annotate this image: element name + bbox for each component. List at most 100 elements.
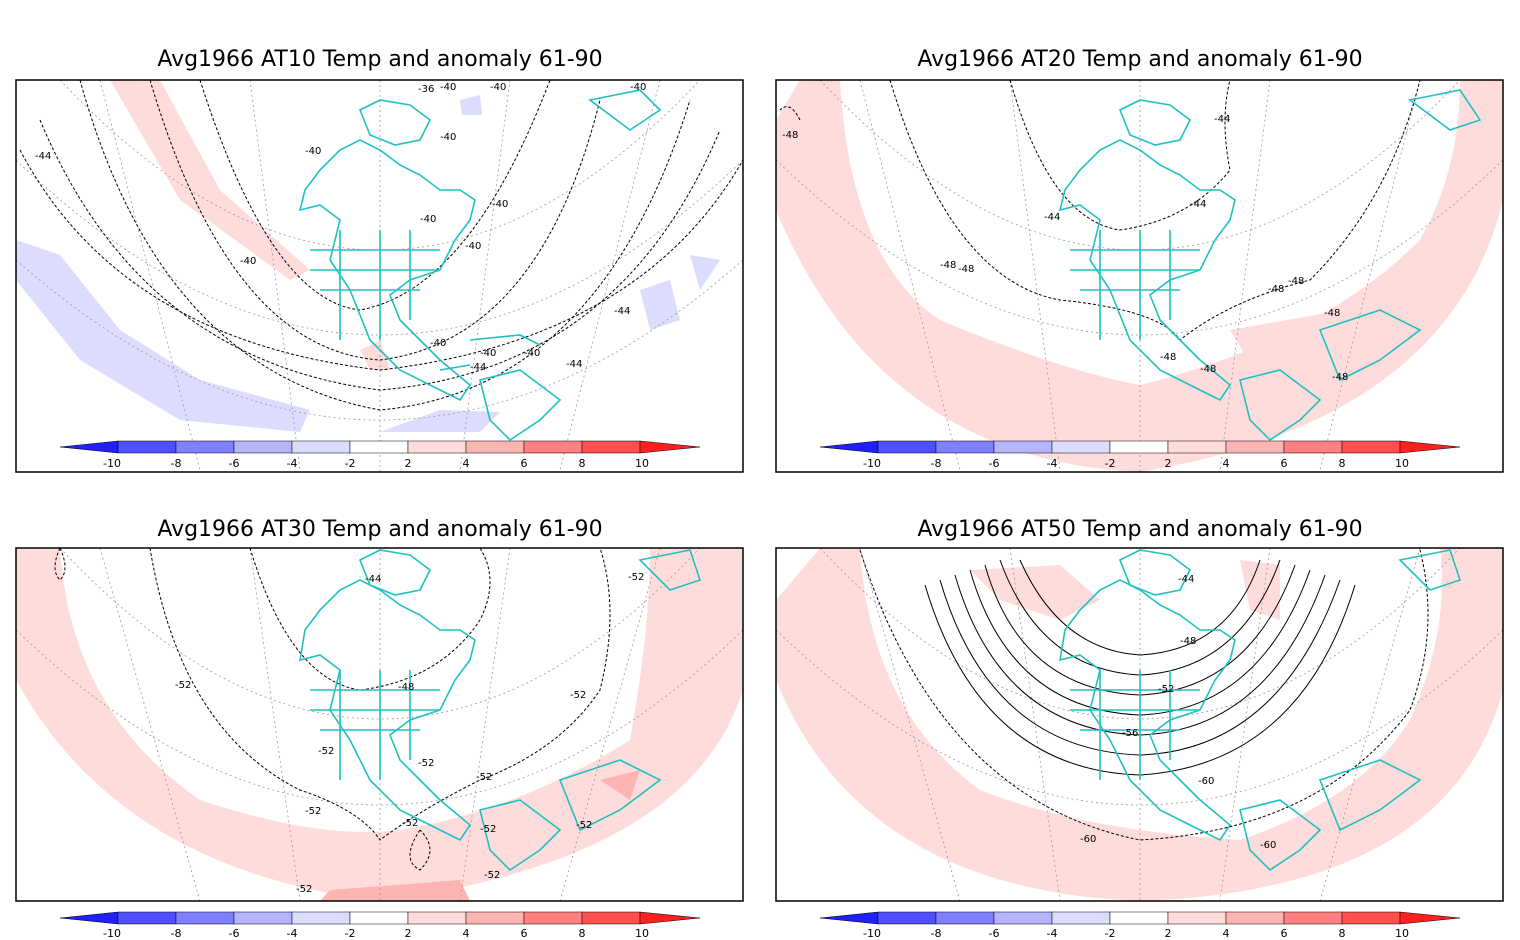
colorbar-tick-label: -4 [287,457,298,470]
colorbar-tick-label: -2 [345,457,356,470]
panel-title: Avg1966 AT20 Temp and anomaly 61-90 [917,47,1362,72]
colorbar-tick-label: -8 [171,927,182,940]
anomaly-negative-region [640,280,680,330]
colorbar-tick-label: 6 [521,457,528,470]
contour-label: -60 [1260,840,1276,851]
colorbar: -10 -8 -6 -4 -2 2 4 6 8 10 [819,911,1461,940]
colorbar-tick-label: 2 [405,457,412,470]
contour-label: -48 [958,264,974,275]
coastlines [298,89,662,442]
panel-title: Avg1966 AT30 Temp and anomaly 61-90 [157,517,602,542]
contour-label: -40 [440,132,456,143]
contour-label: -40 [524,348,540,359]
anomaly-positive-region [1240,560,1280,620]
map-panel-at10: Avg1966 AT10 Temp and anomaly 61-90 [15,47,744,473]
coastlines [1059,549,1462,872]
contour-label: -52 [402,818,418,829]
temperature-contours [19,80,743,411]
colorbar-tick-label: 2 [1165,457,1172,470]
map-frame [15,79,744,473]
contour-label: -52 [175,680,191,691]
colorbar: -10 -8 -6 -4 -2 2 4 6 8 10 [59,911,701,940]
contour-label: -48 [1324,308,1340,319]
colorbar-tick-label: 6 [1281,457,1288,470]
colorbar-tick-label: 10 [635,927,649,940]
colorbar-tick-label: -8 [931,457,942,470]
contour-label: -60 [1198,776,1214,787]
contour-label: -56 [1122,728,1138,739]
colorbar-tick-label: -10 [863,457,881,470]
colorbar-tick-label: 2 [405,927,412,940]
contour-label: -48 [398,682,414,693]
map-frame [775,547,1504,902]
coastlines [299,549,702,872]
anomaly-positive-region [776,548,1503,901]
contour-label: -36 [418,84,434,95]
colorbar-tick-label: -2 [1105,927,1116,940]
contour-label: -40 [490,82,506,93]
contour-label: -48 [1180,636,1196,647]
contour-label: -44 [614,306,630,317]
temperature-contours [54,548,611,871]
anomaly-positive-region [600,770,640,800]
contour-label: -48 [1288,276,1304,287]
anomaly-negative-region [16,240,310,432]
contour-label: -48 [940,260,956,271]
anomaly-positive-region [320,880,470,901]
contour-label: -52 [305,806,321,817]
colorbar-tick-label: -10 [863,927,881,940]
graticule [776,80,1503,472]
contour-label: -40 [465,241,481,252]
colorbar-tick-label: 8 [579,927,586,940]
contour-labels: -44 -48 -52 -56 -60 -60 -60 [1080,574,1276,851]
map-panel-at20: Avg1966 AT20 Temp and anomaly 61-90 [775,47,1504,473]
contour-label: -44 [1178,574,1194,585]
panel-title: Avg1966 AT10 Temp and anomaly 61-90 [157,47,602,72]
contour-label: -40 [630,82,646,93]
colorbar-tick-label: -2 [1105,457,1116,470]
contour-label: -48 [1268,284,1284,295]
colorbar-tick-label: 2 [1165,927,1172,940]
contour-label: -44 [35,151,51,162]
colorbar-tick-label: 10 [1395,927,1409,940]
colorbar-tick-label: 4 [463,457,470,470]
contour-labels: -44 -44 -44 -48 -48 -48 -48 -48 -48 -48 … [782,114,1348,383]
contour-label: -48 [1160,352,1176,363]
contour-label: -52 [318,746,334,757]
contour-labels: -36 -40 -40 -40 -40 -40 -40 -40 -40 -40 … [35,82,646,373]
contour-label: -44 [1190,199,1206,210]
anomaly-positive-region [110,80,310,280]
colorbar-tick-label: 8 [1339,927,1346,940]
contour-label: -52 [476,772,492,783]
map-panel-at30: Avg1966 AT30 Temp and anomaly 61-90 [15,517,744,940]
contour-label: -44 [470,362,486,373]
colorbar-tick-label: -6 [989,457,1000,470]
contour-label: -48 [1200,364,1216,375]
colorbar-tick-label: -6 [229,927,240,940]
contour-label: -44 [1214,114,1230,125]
contour-labels: -44 -52 -52 -48 -52 -52 -52 -52 -52 -52 … [175,572,644,895]
colorbar-tick-label: 10 [635,457,649,470]
contour-label: -40 [420,214,436,225]
coastlines [1058,89,1482,442]
anomaly-positive-region [360,340,390,370]
map-panel-at50: Avg1966 AT50 Temp and anomaly 61-90 [775,517,1504,940]
contour-label: -52 [576,820,592,831]
colorbar-tick-label: 4 [1223,457,1230,470]
colorbar-tick-label: -2 [345,927,356,940]
colorbar-tick-label: 10 [1395,457,1409,470]
contour-label: -40 [440,82,456,93]
contour-label: -40 [305,146,321,157]
contour-label: -52 [1158,684,1174,695]
colorbar-tick-label: 6 [1281,927,1288,940]
contour-label: -52 [570,690,586,701]
map-frame [15,547,744,902]
colorbar-tick-label: -6 [229,457,240,470]
colorbar-tick-label: 8 [1339,457,1346,470]
anomaly-negative-region [460,95,482,115]
contour-label: -48 [1332,372,1348,383]
contour-label: -44 [365,574,381,585]
contour-label: -48 [782,130,798,141]
colorbar-tick-label: -10 [103,457,121,470]
contour-label: -52 [628,572,644,583]
